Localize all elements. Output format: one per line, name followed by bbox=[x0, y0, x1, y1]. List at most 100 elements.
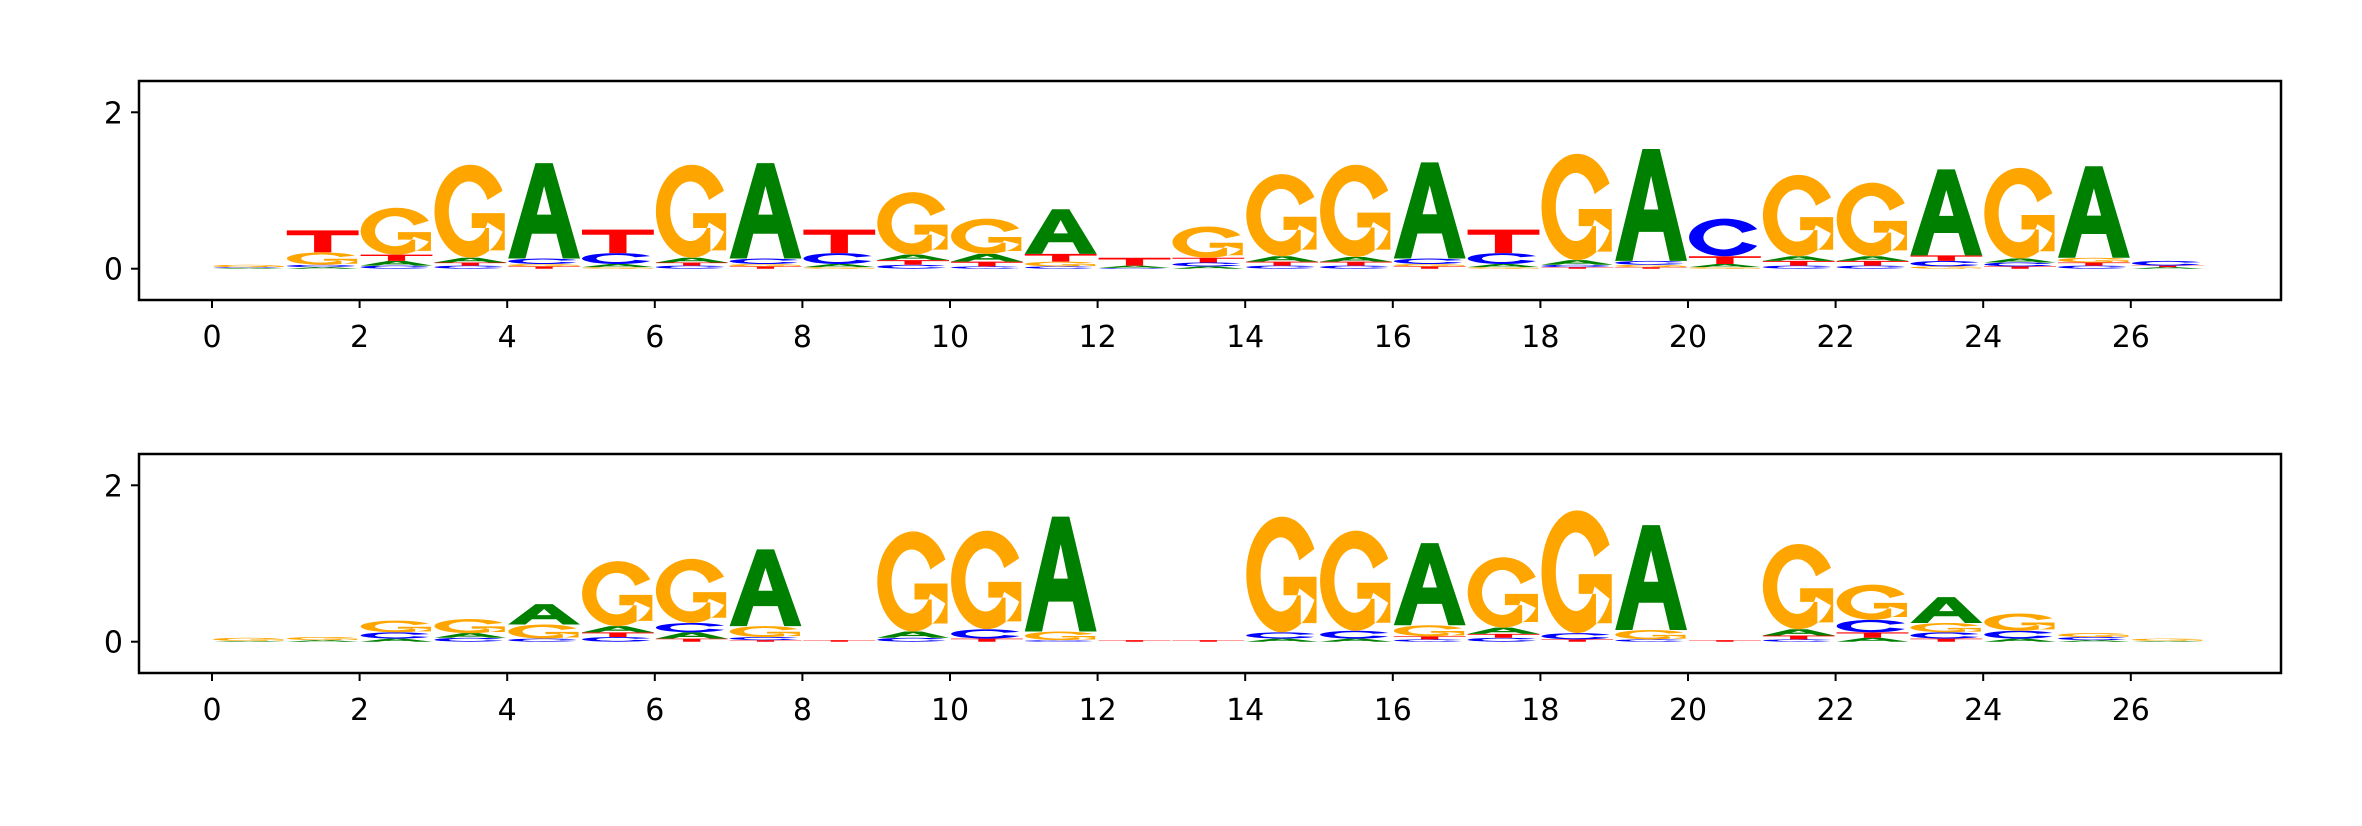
logo-letter-G bbox=[1762, 174, 1834, 257]
logo-letter-T bbox=[1246, 261, 1318, 266]
logo-letter-T bbox=[1689, 640, 1761, 642]
x-tick-label: 6 bbox=[645, 693, 664, 728]
logo-letter-A bbox=[1615, 149, 1687, 261]
logo-letter-A bbox=[1836, 637, 1909, 642]
logo-letter-G bbox=[803, 267, 874, 269]
logo-letter-A bbox=[1762, 629, 1835, 636]
logo-letter-C bbox=[1320, 630, 1389, 639]
x-tick-label: 12 bbox=[1079, 693, 1117, 728]
logo-letter-T bbox=[1615, 267, 1687, 269]
logo-letter-A bbox=[1910, 169, 1983, 256]
logo-letter-G bbox=[1320, 164, 1391, 257]
logo-letter-C bbox=[1024, 640, 1094, 642]
x-tick-label: 2 bbox=[350, 320, 369, 355]
logo-letter-C bbox=[1910, 260, 1979, 267]
logo-letter-A bbox=[1836, 256, 1909, 261]
logo-letter-A bbox=[1246, 256, 1318, 262]
logo-letter-G bbox=[1320, 530, 1391, 631]
logo-letter-C bbox=[803, 253, 872, 265]
logo-letter-C bbox=[582, 253, 651, 265]
logo-letter-A bbox=[2058, 640, 2130, 642]
logo-letter-G bbox=[1836, 182, 1907, 257]
y-tick-label: 2 bbox=[104, 469, 123, 504]
logo-letter-T bbox=[434, 262, 507, 266]
logo-letter-C bbox=[582, 637, 651, 642]
logo-letter-T bbox=[1762, 635, 1835, 640]
logo-letter-A bbox=[1246, 638, 1318, 642]
logo-letter-A bbox=[1393, 162, 1466, 259]
x-tick-label: 12 bbox=[1079, 320, 1117, 355]
logo-letter-C bbox=[1393, 639, 1463, 642]
logo-letter-C bbox=[877, 264, 946, 269]
logo-letter-T bbox=[1098, 640, 1171, 642]
logo-letter-A bbox=[213, 640, 285, 642]
logo-letter-A bbox=[1098, 265, 1171, 268]
logo-letter-G bbox=[213, 264, 284, 268]
logo-letter-A bbox=[655, 632, 728, 639]
logo-letter-G bbox=[1246, 174, 1317, 257]
logo-letter-G bbox=[1762, 543, 1834, 630]
logo-letter-A bbox=[1393, 543, 1466, 626]
logo-letter-C bbox=[655, 622, 725, 633]
x-tick-label: 10 bbox=[931, 320, 969, 355]
logo-letter-T bbox=[1172, 257, 1245, 263]
logo-letter-G bbox=[877, 531, 948, 632]
logo-letter-A bbox=[1541, 260, 1614, 265]
logo-letter-G bbox=[286, 637, 358, 641]
x-tick-label: 4 bbox=[498, 320, 517, 355]
logo-letter-C bbox=[1024, 266, 1094, 269]
logo-letter-G bbox=[1910, 266, 1981, 269]
logo-letter-G bbox=[582, 561, 653, 627]
logo-letter-G bbox=[508, 264, 579, 267]
logo-letter-A bbox=[1689, 264, 1761, 268]
logo-letter-T bbox=[1393, 266, 1466, 269]
logo-letter-C bbox=[1615, 639, 1684, 642]
logo-letter-A bbox=[655, 257, 728, 263]
logo-letter-G bbox=[2058, 257, 2129, 263]
logo-letter-T bbox=[729, 266, 802, 269]
logo-letter-A bbox=[1172, 266, 1245, 269]
logo-letter-C bbox=[951, 629, 1020, 639]
x-tick-label: 0 bbox=[202, 320, 221, 355]
logo-letter-A bbox=[1024, 516, 1097, 632]
logo-letter-A bbox=[729, 549, 802, 627]
logo-letter-T bbox=[655, 638, 728, 642]
logo-letter-G bbox=[2058, 633, 2129, 638]
logo-letter-C bbox=[877, 637, 946, 642]
y-tick-label: 2 bbox=[104, 96, 123, 131]
logo-letter-G bbox=[1172, 226, 1243, 258]
y-tick-label: 0 bbox=[104, 626, 123, 661]
logo-letter-T bbox=[2058, 262, 2130, 266]
logo-letter-C bbox=[1910, 632, 1979, 639]
x-tick-label: 0 bbox=[202, 693, 221, 728]
logo-letter-G bbox=[2131, 638, 2203, 641]
logo-letter-A bbox=[2131, 640, 2204, 642]
logo-letter-G bbox=[360, 620, 431, 633]
logo-letter-C bbox=[508, 638, 577, 642]
x-tick-label: 22 bbox=[1817, 320, 1855, 355]
logo-letter-T bbox=[803, 640, 876, 642]
logo-letter-T bbox=[1098, 257, 1171, 266]
x-tick-label: 4 bbox=[498, 693, 517, 728]
logo-letter-C bbox=[1762, 639, 1832, 642]
logo-letters bbox=[213, 149, 2204, 269]
logo-top: 020 2 4 6 8 10 12 14 16 18 20 22 24 26 bbox=[104, 79, 2283, 355]
logo-letter-C bbox=[1467, 637, 1536, 642]
logo-letter-T bbox=[1172, 640, 1245, 642]
logo-letter-T bbox=[951, 638, 1023, 642]
logo-letter-C bbox=[213, 267, 282, 268]
logo-letter-G bbox=[1615, 629, 1686, 640]
logo-letter-T bbox=[1541, 639, 1614, 642]
logo-letter-C bbox=[729, 258, 798, 265]
logo-letter-G bbox=[1984, 613, 2055, 631]
x-tick-label: 18 bbox=[1521, 320, 1559, 355]
logo-letter-G bbox=[655, 164, 727, 258]
logo-letter-G bbox=[1024, 261, 1096, 267]
logo-letter-A bbox=[360, 260, 433, 266]
logo-letter-T bbox=[1910, 255, 1983, 261]
logo-letter-C bbox=[1393, 258, 1463, 265]
logo-letter-A bbox=[434, 633, 507, 638]
logo-letter-G bbox=[434, 164, 505, 258]
axes-frame bbox=[137, 79, 2283, 302]
logo-letter-C bbox=[1246, 632, 1315, 639]
